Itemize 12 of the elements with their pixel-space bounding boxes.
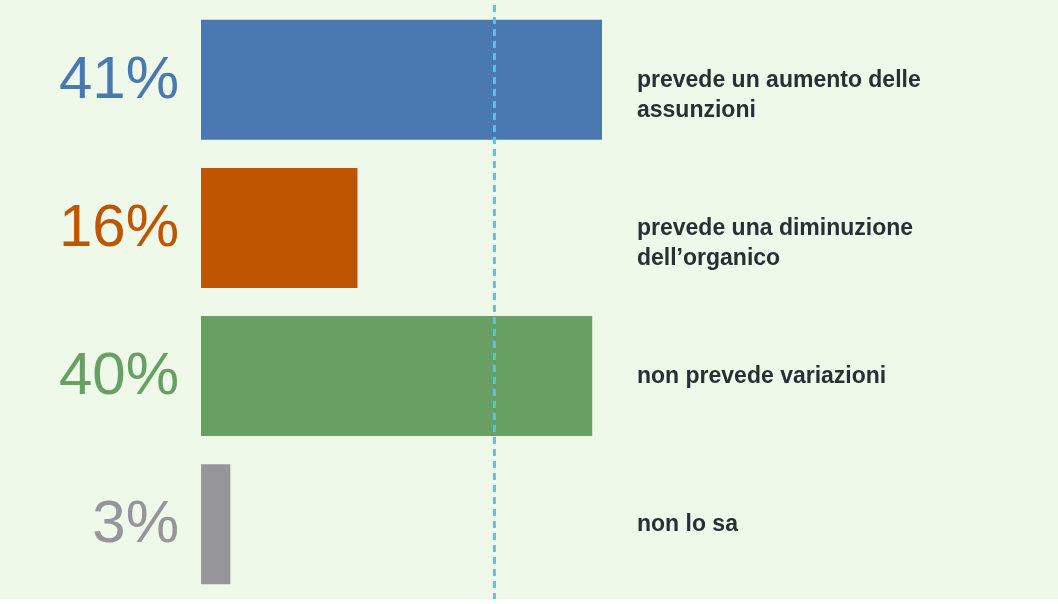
bar	[201, 19, 602, 140]
bar	[201, 167, 358, 288]
y-tick-label: prevede un aumento delle assunzioni	[637, 65, 921, 122]
bar	[201, 464, 231, 585]
data-label: 41%	[58, 43, 179, 111]
y-tick-label: non lo sa	[637, 510, 739, 537]
data-label: 16%	[58, 191, 179, 259]
data-label: 40%	[58, 340, 179, 408]
bar	[201, 316, 593, 437]
data-label: 3%	[92, 488, 179, 556]
y-tick-label: non prevede variazioni	[637, 362, 887, 389]
y-tick-label: prevede una diminuzione dell’organico	[637, 213, 914, 270]
